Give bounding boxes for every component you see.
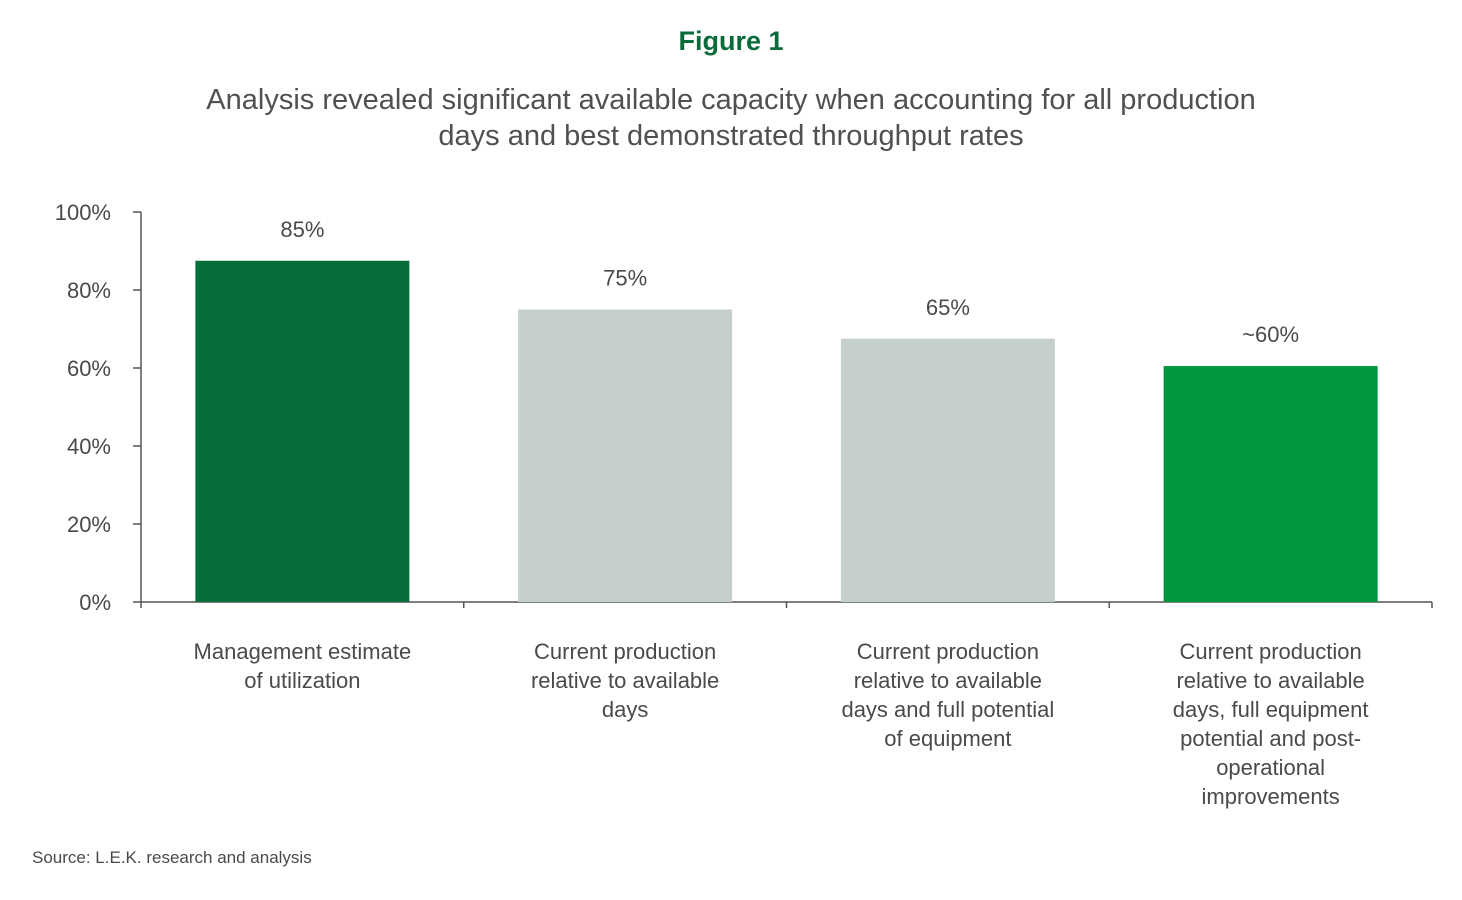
category-label: Current production relative to available d… bbox=[1173, 639, 1369, 809]
bar bbox=[195, 260, 410, 602]
data-label: ~60% bbox=[1242, 322, 1299, 347]
category-label: Management estimate of utilization bbox=[194, 639, 412, 693]
data-label: 65% bbox=[926, 295, 970, 320]
source-note: Source: L.E.K. research and analysis bbox=[32, 848, 312, 867]
bar bbox=[840, 338, 1055, 602]
y-tick-label: 60% bbox=[67, 356, 111, 381]
y-tick-label: 100% bbox=[55, 200, 111, 225]
data-label: 85% bbox=[280, 217, 324, 242]
y-tick-label: 0% bbox=[79, 590, 111, 615]
y-tick-label: 80% bbox=[67, 278, 111, 303]
category-label: Current production relative to available d… bbox=[841, 639, 1054, 751]
data-label: 75% bbox=[603, 266, 647, 291]
y-tick-label: 20% bbox=[67, 512, 111, 537]
category-label: Current production relative to available d… bbox=[531, 639, 719, 722]
figure-label: Figure 1 bbox=[678, 26, 784, 56]
bar bbox=[1163, 366, 1378, 602]
bar bbox=[518, 309, 733, 602]
chart-subtitle: Analysis revealed significant available … bbox=[206, 84, 1256, 152]
y-tick-label: 40% bbox=[67, 434, 111, 459]
